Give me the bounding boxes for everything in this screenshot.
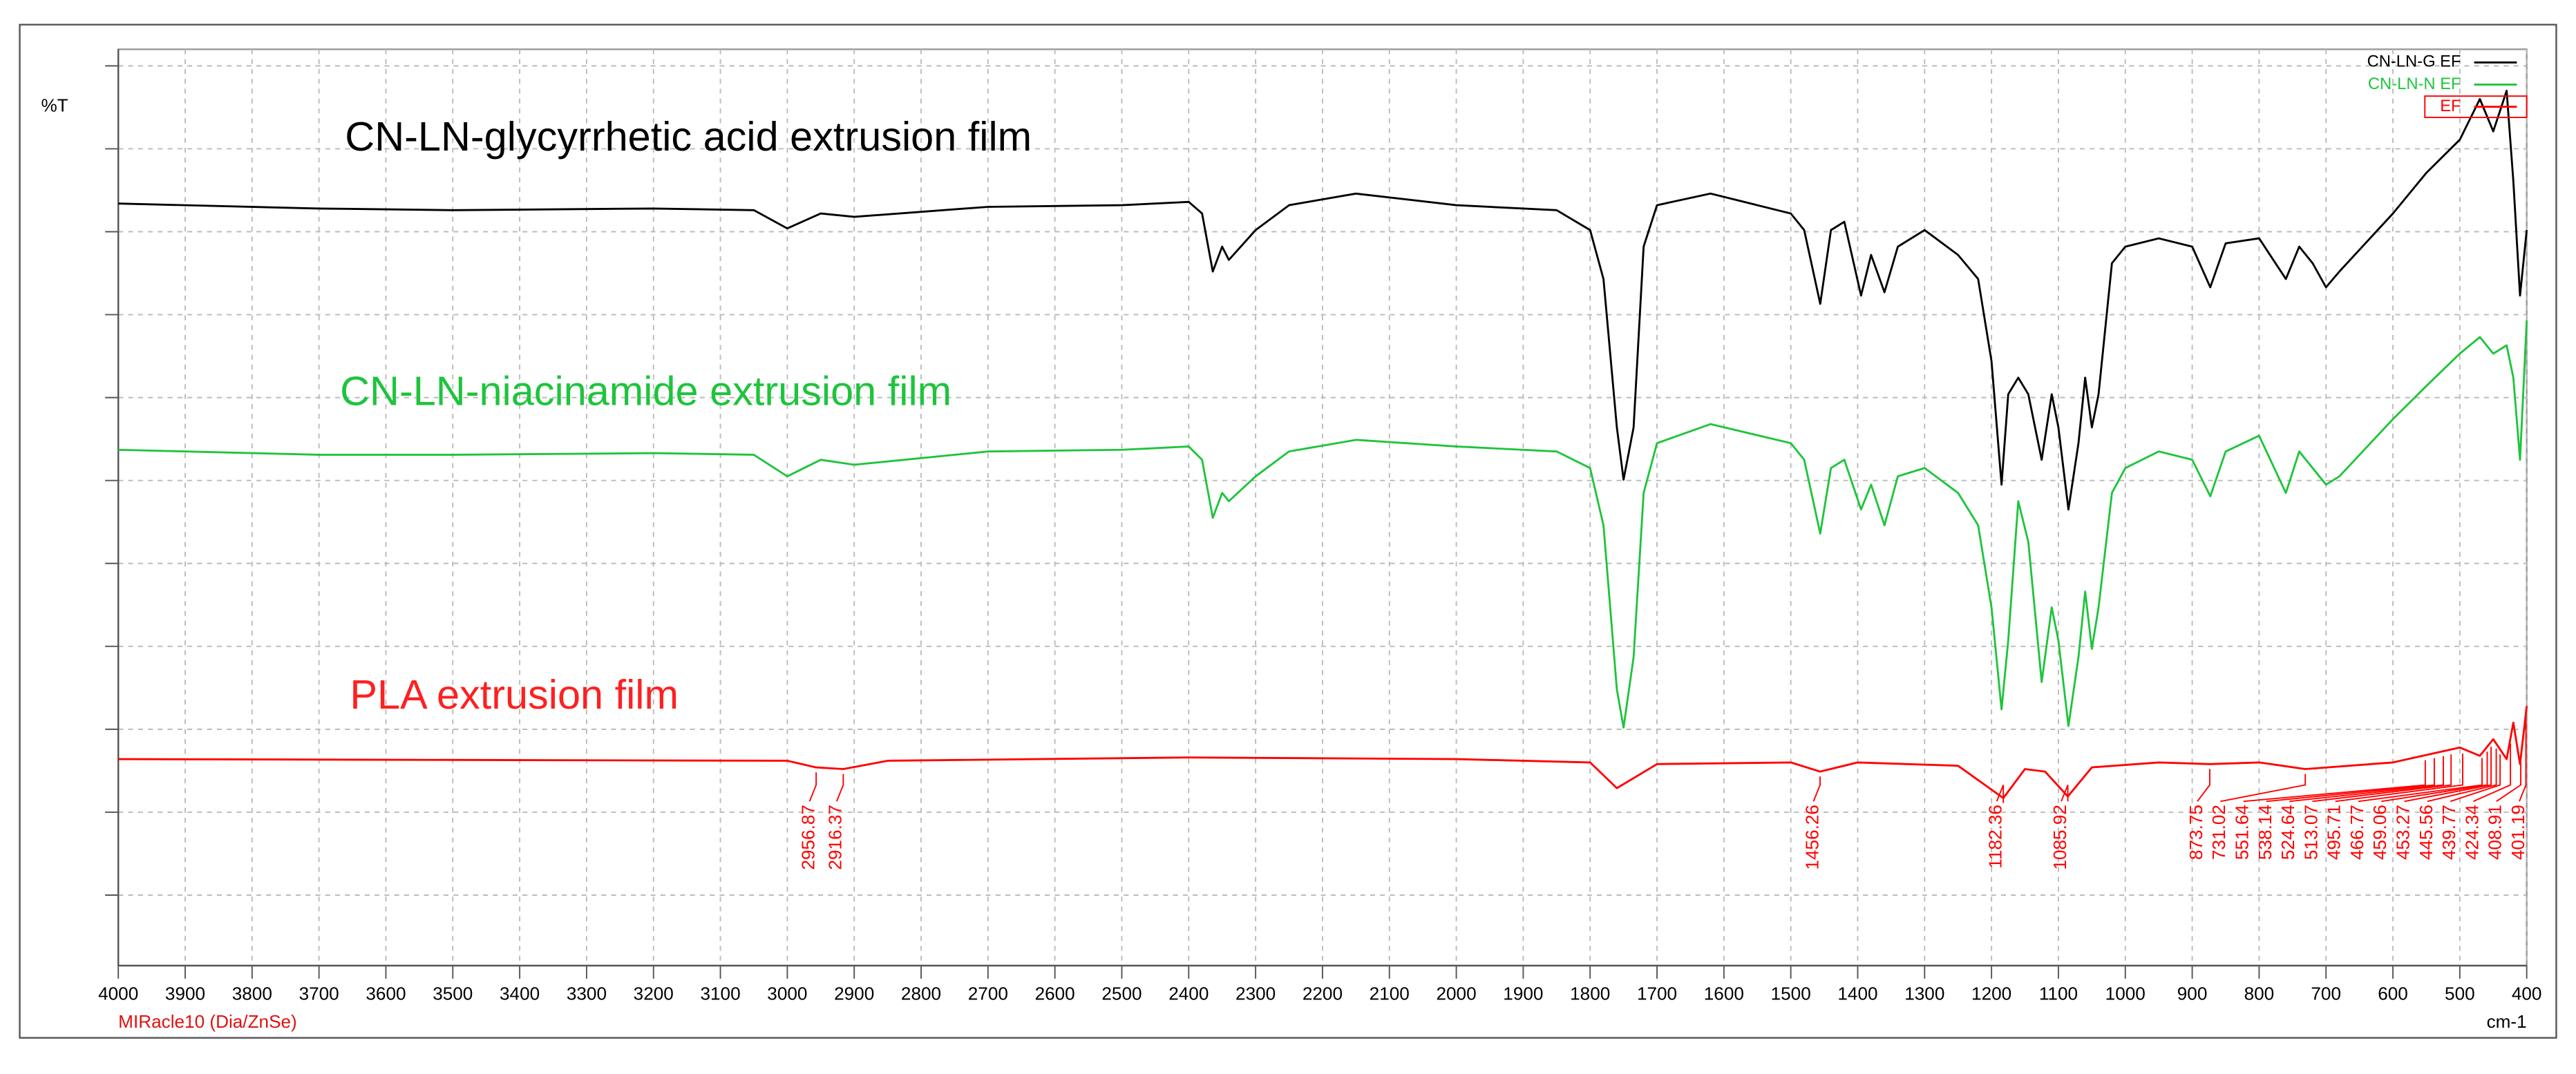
peak-label: 1456.26 (1801, 805, 1822, 870)
legend-label: CN-LN-G EF (2367, 52, 2461, 71)
x-tick-label: 1400 (1837, 984, 1877, 1004)
peak-leader (2266, 758, 2435, 803)
peak-leader (2473, 743, 2512, 803)
peak-label: 1085.92 (2049, 805, 2070, 870)
peak-leader (2335, 754, 2463, 803)
spectrum-line (118, 320, 2528, 729)
peak-label: 466.77 (2347, 805, 2367, 860)
peak-label: 1182.36 (1985, 805, 2006, 869)
x-tick-label: 2000 (1436, 984, 1476, 1004)
x-tick-label: 2400 (1168, 984, 1209, 1004)
x-axis-label: cm-1 (2487, 1011, 2527, 1032)
x-tick-label: 600 (2378, 984, 2408, 1004)
x-tick-label: 3800 (232, 984, 272, 1004)
peak-leader (2243, 760, 2426, 803)
peak-label: 439.77 (2438, 805, 2459, 860)
peak-label: 408.91 (2485, 805, 2506, 860)
x-tick-label: 2600 (1035, 984, 1075, 1004)
annotation: CN-LN-glycyrrhetic acid extrusion film (345, 113, 1032, 160)
peak-leader (2519, 718, 2527, 802)
peak-leader (2312, 754, 2452, 803)
peak-leader (2427, 748, 2497, 803)
x-tick-label: 3100 (700, 984, 740, 1004)
legend-label: EF (2440, 97, 2461, 115)
x-tick-label: 3200 (634, 984, 674, 1004)
x-tick-label: 2500 (1101, 984, 1142, 1004)
peak-leader (2496, 763, 2521, 803)
x-tick-label: 1600 (1704, 984, 1744, 1004)
peak-label: 2916.37 (825, 805, 846, 870)
x-tick-label: 3500 (433, 984, 473, 1004)
peak-label: 538.14 (2255, 805, 2275, 860)
peak-label: 445.56 (2416, 805, 2436, 860)
peak-label: 401.19 (2508, 805, 2528, 860)
peak-label: 495.71 (2324, 805, 2345, 860)
peak-label: 551.64 (2231, 805, 2252, 860)
peak-label: 513.07 (2300, 805, 2321, 860)
x-tick-label: 700 (2311, 984, 2341, 1004)
legend-selection (2424, 95, 2528, 118)
peak-leader (2381, 751, 2488, 803)
x-tick-label: 3600 (366, 984, 406, 1004)
peak-leader (808, 772, 817, 802)
x-tick-label: 1000 (2105, 984, 2146, 1004)
x-tick-label: 1900 (1503, 984, 1543, 1004)
peak-leader (2289, 756, 2444, 803)
x-tick-label: 1300 (1904, 984, 1944, 1004)
peak-label: 731.02 (2208, 805, 2229, 860)
x-tick-label: 3700 (299, 984, 339, 1004)
x-tick-label: 1700 (1637, 984, 1677, 1004)
x-tick-label: 1100 (2039, 984, 2078, 1004)
spectrum-line (118, 89, 2528, 511)
peak-leader (2404, 747, 2492, 803)
annotation: CN-LN-niacinamide extrusion film (340, 367, 951, 414)
x-tick-label: 900 (2177, 984, 2208, 1004)
x-tick-label: 400 (2512, 984, 2542, 1004)
x-tick-label: 1800 (1570, 984, 1610, 1004)
x-tick-label: 2200 (1303, 984, 1343, 1004)
x-tick-label: 2700 (968, 984, 1008, 1004)
peak-label: 873.75 (2186, 805, 2206, 860)
spectrum-line (118, 706, 2528, 799)
annotation: PLA extrusion film (350, 671, 679, 718)
x-tick-label: 2100 (1370, 984, 1410, 1004)
peak-leader (1996, 785, 2005, 803)
y-axis-label: %T (41, 95, 68, 115)
instrument-label: MIRacle10 (Dia/ZnSe) (118, 1011, 297, 1032)
x-tick-label: 500 (2445, 984, 2475, 1004)
peak-label: 459.06 (2369, 805, 2390, 860)
peak-label: 2956.87 (798, 805, 819, 870)
x-tick-label: 3900 (165, 984, 205, 1004)
peak-leader (2358, 758, 2483, 803)
x-tick-label: 2800 (901, 984, 941, 1004)
x-tick-label: 2300 (1235, 984, 1276, 1004)
peak-leader (1812, 776, 1821, 802)
peak-leader (2061, 785, 2069, 802)
x-tick-label: 800 (2244, 984, 2275, 1004)
legend-label: CN-LN-N EF (2368, 75, 2461, 93)
x-tick-label: 4000 (98, 984, 138, 1004)
peak-leader (2450, 754, 2501, 803)
x-tick-label: 3300 (567, 984, 607, 1004)
x-tick-label: 1200 (1971, 984, 2011, 1004)
peak-leader (835, 774, 844, 802)
peak-leader (2220, 774, 2307, 803)
peak-leader (2197, 769, 2210, 802)
x-tick-label: 3000 (767, 984, 807, 1004)
x-tick-label: 2900 (834, 984, 874, 1004)
peak-label: 424.34 (2461, 805, 2482, 860)
x-tick-label: 1500 (1771, 984, 1811, 1004)
peak-label: 453.27 (2392, 805, 2413, 860)
peak-label: 524.64 (2277, 805, 2298, 860)
x-tick-label: 3400 (500, 984, 540, 1004)
